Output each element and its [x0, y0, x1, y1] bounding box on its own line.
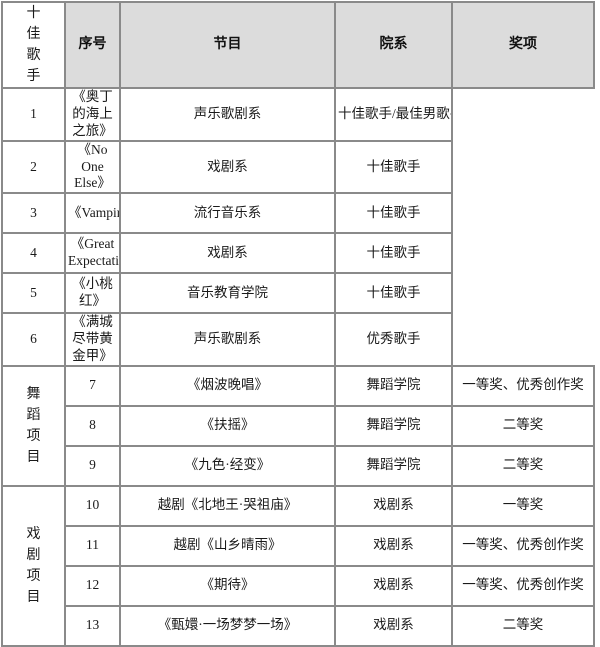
award-cell: 十佳歌手	[334, 272, 453, 315]
table-row: 戏剧项目 10 越剧《北地王·哭祖庙》 戏剧系 一等奖	[1, 484, 595, 647]
table-row: 11 越剧《山乡晴雨》 戏剧系 一等奖、优秀创作奖	[2, 524, 595, 567]
award-cell: 二等奖	[451, 444, 595, 487]
award-cell: 十佳歌手	[334, 192, 453, 235]
table-row: 13 《甄嬛·一场梦梦一场》 戏剧系 二等奖	[2, 604, 595, 647]
program-cell: 《期待》	[119, 564, 336, 607]
group-label-cell: 戏剧项目	[1, 484, 66, 647]
program-cell: 《Vampire》	[64, 192, 121, 235]
row-number-cell: 10	[64, 484, 121, 527]
column-header-program: 节目	[119, 1, 336, 89]
column-header-dept: 院系	[334, 1, 453, 89]
award-cell: 一等奖、优秀创作奖	[451, 524, 595, 567]
group-label-drama: 戏剧项目	[26, 526, 41, 605]
row-number-cell: 3	[1, 192, 66, 235]
table-row: 6 《满城尽带黄金甲》 声乐歌剧系 优秀歌手	[1, 312, 594, 367]
row-number-cell: 8	[64, 404, 121, 447]
row-number-cell: 1	[1, 87, 66, 142]
award-cell: 十佳歌手	[334, 232, 453, 275]
dept-cell: 舞蹈学院	[334, 444, 453, 487]
dept-cell: 戏剧系	[334, 564, 453, 607]
dept-cell: 戏剧系	[334, 604, 453, 647]
group-label-cell: 舞蹈项目	[1, 364, 66, 487]
award-cell: 十佳歌手	[334, 139, 453, 195]
program-cell: 《扶摇》	[119, 404, 336, 447]
table-row: 2 《No One Else》 戏剧系 十佳歌手	[1, 139, 594, 195]
row-number-cell: 5	[1, 272, 66, 315]
row-number-cell: 6	[1, 312, 66, 367]
dept-cell: 流行音乐系	[119, 192, 336, 235]
table-row: 12 《期待》 戏剧系 一等奖、优秀创作奖	[2, 564, 595, 607]
table-row: 8 《扶摇》 舞蹈学院 二等奖	[2, 404, 595, 447]
program-cell: 《Great Expectations》	[64, 232, 121, 275]
group-label-top-singers: 十佳歌手	[26, 6, 41, 84]
dept-cell: 戏剧系	[334, 484, 453, 527]
table-row: 3 《Vampire》 流行音乐系 十佳歌手	[1, 192, 594, 235]
award-cell: 十佳歌手/最佳男歌手	[334, 87, 453, 142]
row-number-cell: 11	[64, 524, 121, 567]
header-row: 十佳歌手 序号 节目 院系 奖项	[1, 1, 595, 89]
table-row: 舞蹈项目 7 《烟波晚唱》 舞蹈学院 一等奖、优秀创作奖	[1, 364, 595, 487]
group-label-dance: 舞蹈项目	[26, 386, 41, 465]
column-header-no: 序号	[64, 1, 121, 89]
group-label-cell: 十佳歌手	[1, 1, 66, 89]
row-number-cell: 4	[1, 232, 66, 275]
program-cell: 《No One Else》	[64, 139, 121, 195]
award-cell: 二等奖	[451, 604, 595, 647]
dept-cell: 舞蹈学院	[334, 364, 453, 407]
award-cell: 一等奖、优秀创作奖	[451, 364, 595, 407]
program-cell: 《烟波晚唱》	[119, 364, 336, 407]
program-cell: 《九色·经变》	[119, 444, 336, 487]
program-cell: 《小桃红》	[64, 272, 121, 315]
dept-cell: 戏剧系	[119, 139, 336, 195]
row-number-cell: 12	[64, 564, 121, 607]
table-row: 5 《小桃红》 音乐教育学院 十佳歌手	[1, 272, 594, 315]
table-row: 1 《奥丁的海上之旅》 声乐歌剧系 十佳歌手/最佳男歌手	[1, 87, 594, 142]
program-cell: 越剧《北地王·哭祖庙》	[119, 484, 336, 527]
award-cell: 优秀歌手	[334, 312, 453, 367]
award-cell: 一等奖	[451, 484, 595, 527]
row-number-cell: 7	[64, 364, 121, 407]
dept-cell: 舞蹈学院	[334, 404, 453, 447]
row-number-cell: 2	[1, 139, 66, 195]
award-cell: 二等奖	[451, 404, 595, 447]
row-number-cell: 9	[64, 444, 121, 487]
award-cell: 一等奖、优秀创作奖	[451, 564, 595, 607]
dept-cell: 声乐歌剧系	[119, 87, 336, 142]
program-cell: 《奥丁的海上之旅》	[64, 87, 121, 142]
dept-cell: 戏剧系	[334, 524, 453, 567]
program-cell: 《满城尽带黄金甲》	[64, 312, 121, 367]
table-row: 9 《九色·经变》 舞蹈学院 二等奖	[2, 444, 595, 487]
program-cell: 越剧《山乡晴雨》	[119, 524, 336, 567]
row-number-cell: 13	[64, 604, 121, 647]
column-header-award: 奖项	[451, 1, 595, 89]
dept-cell: 戏剧系	[119, 232, 336, 275]
dept-cell: 音乐教育学院	[119, 272, 336, 315]
table-row: 4 《Great Expectations》 戏剧系 十佳歌手	[1, 232, 594, 275]
program-cell: 《甄嬛·一场梦梦一场》	[119, 604, 336, 647]
dept-cell: 声乐歌剧系	[119, 312, 336, 367]
